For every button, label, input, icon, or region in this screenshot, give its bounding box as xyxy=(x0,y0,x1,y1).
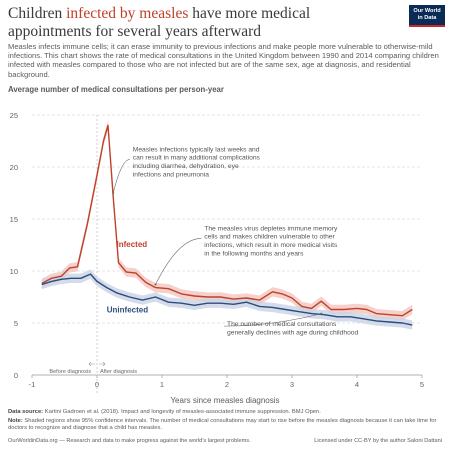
uninfected-label: Uninfected xyxy=(107,306,148,315)
annotation-3-arrow xyxy=(223,313,322,327)
x-tick-4: 4 xyxy=(355,380,359,389)
y-axis-title: Average number of medical consultations … xyxy=(8,85,224,94)
annotation-2-line: in the following months and years xyxy=(204,250,304,257)
y-tick-20: 20 xyxy=(10,163,18,172)
logo-line-1: Our World xyxy=(413,8,441,14)
annotation-1-line: can result in many additional complicati… xyxy=(133,155,261,162)
source-text: Kartini Gadroen et al. (2018). Impact an… xyxy=(43,409,321,415)
annotation-1-arrowhead xyxy=(112,192,115,194)
annotation-3-arrowhead xyxy=(320,312,323,315)
chart-subtitle: Measles infects immune cells; it can era… xyxy=(8,42,439,79)
y-tick-0: 0 xyxy=(14,371,18,380)
annotation-2: The measles virus depletes immune memory… xyxy=(204,225,338,257)
x-tick-3: 3 xyxy=(290,380,294,389)
x-tick-5: 5 xyxy=(420,380,424,389)
y-tick-25: 25 xyxy=(10,111,18,120)
license-credit[interactable]: Licensed under CC-BY by the author Salon… xyxy=(314,438,442,444)
annotation-1: Measles infections typically last weeks … xyxy=(133,146,261,178)
annotation-3-line: generally declines with age during child… xyxy=(227,329,359,336)
after-arrow-icon xyxy=(99,361,106,367)
x-tick-0: 0 xyxy=(95,380,99,389)
grid-lines xyxy=(31,114,423,395)
annotation-2-line: infections, which result in more medical… xyxy=(204,242,338,249)
owid-logo[interactable]: Our World in Data xyxy=(409,5,445,27)
before-arrow-icon xyxy=(88,361,95,367)
series-lines xyxy=(41,124,413,326)
title-part-2: have more medical appointments for sever… xyxy=(8,5,311,40)
y-tick-labels: 0 5 10 15 20 25 xyxy=(10,111,18,380)
uninfected-series-line xyxy=(41,273,413,326)
y-tick-10: 10 xyxy=(10,267,18,276)
annotation-1-arrow xyxy=(112,159,130,194)
annotation-2-arrow xyxy=(155,238,202,285)
y-tick-15: 15 xyxy=(10,215,18,224)
x-axis-title: Years since measles diagnosis xyxy=(170,396,279,405)
annotation-1-line: infections and pneumonia xyxy=(133,171,209,178)
annotation-2-line: cells and makes children vulnerable to o… xyxy=(204,234,335,241)
annotation-2-arrowhead xyxy=(154,283,157,286)
annotation-3: The number of medical consultations gener… xyxy=(227,321,359,336)
data-source: Data source: Kartini Gadroen et al. (201… xyxy=(8,409,442,416)
before-diagnosis-label: Before diagnosis xyxy=(49,369,91,375)
infected-confidence-band xyxy=(41,120,413,321)
chart-title: Children infected by measles have more m… xyxy=(8,5,380,41)
x-tick-labels: -1 0 1 2 3 4 5 xyxy=(29,380,424,389)
x-tick--1: -1 xyxy=(29,380,36,389)
after-diagnosis-label: After diagnosis xyxy=(100,369,137,375)
annotation-1-line: Measles infections typically last weeks … xyxy=(133,146,260,153)
x-tick-2: 2 xyxy=(225,380,229,389)
title-part-1: Children xyxy=(8,5,67,22)
site-credit[interactable]: OurWorldinData.org — Research and data t… xyxy=(8,438,251,444)
x-tick-1: 1 xyxy=(160,380,164,389)
annotations: Before diagnosis After diagnosis Infected U… xyxy=(49,146,358,375)
annotation-1-line: including diarrhea, dehydration, eye xyxy=(133,163,239,170)
note-label: Note: xyxy=(8,418,23,424)
infected-label: Infected xyxy=(117,240,148,249)
title-highlight: infected by measles xyxy=(66,5,189,22)
note-text: Shaded regions show 95% confidence inter… xyxy=(8,418,437,431)
infected-series-line xyxy=(41,124,413,317)
y-tick-5: 5 xyxy=(14,319,18,328)
chart-note: Note: Shaded regions show 95% confidence… xyxy=(8,418,442,432)
annotation-2-line: The measles virus depletes immune memory xyxy=(204,225,338,232)
annotation-3-line: The number of medical consultations xyxy=(227,321,337,328)
source-label: Data source: xyxy=(8,409,44,415)
logo-line-2: in Data xyxy=(417,14,437,21)
